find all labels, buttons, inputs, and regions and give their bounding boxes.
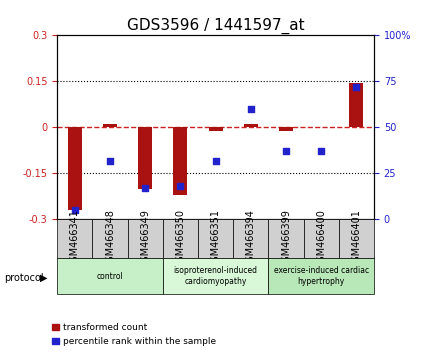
Legend: transformed count, percentile rank within the sample: transformed count, percentile rank withi… bbox=[48, 320, 220, 349]
Text: protocol: protocol bbox=[4, 273, 44, 283]
Text: control: control bbox=[97, 272, 123, 281]
FancyBboxPatch shape bbox=[163, 258, 268, 294]
FancyBboxPatch shape bbox=[233, 219, 268, 258]
FancyBboxPatch shape bbox=[128, 219, 163, 258]
Text: GSM466394: GSM466394 bbox=[246, 210, 256, 268]
Text: GSM466399: GSM466399 bbox=[281, 210, 291, 268]
Text: GSM466349: GSM466349 bbox=[140, 210, 150, 268]
FancyBboxPatch shape bbox=[92, 219, 128, 258]
Point bbox=[282, 149, 290, 154]
Point bbox=[177, 183, 184, 189]
FancyBboxPatch shape bbox=[268, 258, 374, 294]
Point bbox=[142, 185, 149, 191]
FancyBboxPatch shape bbox=[268, 219, 304, 258]
Text: GSM466400: GSM466400 bbox=[316, 210, 326, 268]
Point bbox=[106, 158, 114, 164]
Text: exercise-induced cardiac
hypertrophy: exercise-induced cardiac hypertrophy bbox=[274, 267, 369, 286]
Text: isoproterenol-induced
cardiomyopathy: isoproterenol-induced cardiomyopathy bbox=[174, 267, 257, 286]
Text: GSM466351: GSM466351 bbox=[211, 210, 220, 268]
Text: GSM466401: GSM466401 bbox=[352, 210, 361, 268]
Title: GDS3596 / 1441597_at: GDS3596 / 1441597_at bbox=[127, 18, 304, 34]
Bar bbox=[138, 127, 152, 189]
Bar bbox=[103, 124, 117, 127]
FancyBboxPatch shape bbox=[57, 219, 92, 258]
FancyBboxPatch shape bbox=[57, 258, 163, 294]
FancyBboxPatch shape bbox=[304, 219, 339, 258]
Point bbox=[353, 84, 360, 90]
FancyBboxPatch shape bbox=[198, 219, 233, 258]
Text: GSM466348: GSM466348 bbox=[105, 210, 115, 268]
Text: ▶: ▶ bbox=[40, 273, 47, 283]
Point bbox=[247, 106, 254, 112]
Bar bbox=[244, 124, 258, 127]
Bar bbox=[173, 127, 187, 195]
Point bbox=[318, 149, 325, 154]
Bar bbox=[68, 127, 82, 210]
Bar bbox=[209, 127, 223, 131]
FancyBboxPatch shape bbox=[339, 219, 374, 258]
Point bbox=[71, 207, 78, 213]
Bar bbox=[279, 127, 293, 131]
FancyBboxPatch shape bbox=[163, 219, 198, 258]
Point bbox=[212, 158, 219, 164]
Bar bbox=[349, 83, 363, 127]
Text: GSM466350: GSM466350 bbox=[176, 210, 185, 268]
Text: GSM466341: GSM466341 bbox=[70, 210, 80, 268]
